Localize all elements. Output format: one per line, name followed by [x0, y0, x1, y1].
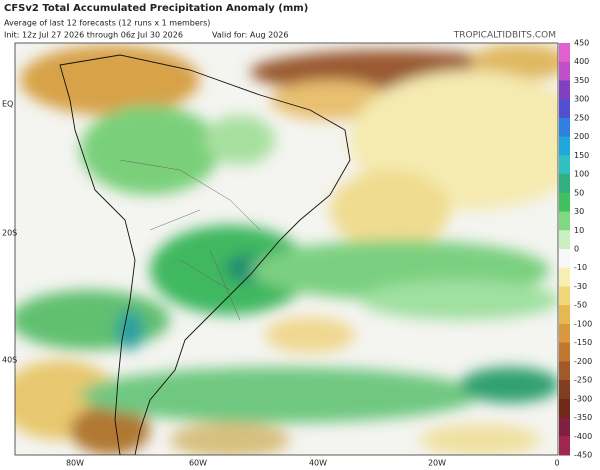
colorbar-swatch [559, 323, 570, 344]
colorbar-swatch [559, 436, 570, 456]
valid-time: Valid for: Aug 2026 [212, 31, 288, 40]
colorbar-swatch [559, 267, 570, 287]
title: CFSv2 Total Accumulated Precipitation An… [4, 3, 308, 14]
colorbar-swatch [559, 305, 570, 325]
colorbar-label: 50 [574, 188, 584, 197]
colorbar-swatch [559, 192, 570, 213]
colorbar-swatch [559, 155, 570, 175]
colorbar-label: 0 [574, 245, 579, 254]
colorbar-label: -250 [574, 376, 592, 385]
colorbar: 4504003503002502001501005030100-10-30-50… [559, 39, 592, 460]
lon-labels: 80W 60W 40W 20W 0 [66, 459, 560, 468]
colorbar-swatch [559, 398, 570, 419]
colorbar-label: 200 [574, 132, 589, 141]
colorbar-label: -50 [574, 301, 587, 310]
colorbar-swatch [559, 117, 570, 138]
colorbar-label: 30 [574, 207, 584, 216]
colorbar-swatch [559, 61, 570, 81]
colorbar-swatch [559, 43, 570, 63]
lon-label: 20W [428, 459, 446, 468]
subtitle: Average of last 12 forecasts (12 runs x … [4, 19, 210, 28]
init-time: Init: 12z Jul 27 2026 through 06z Jul 30… [4, 31, 183, 40]
lat-label: EQ [2, 100, 13, 109]
colorbar-swatch [559, 80, 570, 100]
colorbar-label: -150 [574, 338, 592, 347]
lat-label: 20S [2, 229, 17, 238]
colorbar-label: 450 [574, 39, 589, 48]
colorbar-swatch [559, 342, 570, 362]
colorbar-swatch [559, 361, 570, 381]
source: TROPICALTIDBITS.COM [453, 31, 556, 41]
colorbar-label: -400 [574, 432, 592, 441]
colorbar-label: -10 [574, 263, 587, 272]
lon-label: 0 [554, 459, 559, 468]
colorbar-swatch [559, 211, 570, 231]
colorbar-label: 300 [574, 95, 589, 104]
colorbar-label: -350 [574, 413, 592, 422]
colorbar-swatch [559, 380, 570, 400]
colorbar-label: 150 [574, 151, 589, 160]
colorbar-label: 100 [574, 170, 589, 179]
coastline [59, 54, 351, 455]
lat-labels: EQ 20S 40S [2, 100, 17, 365]
colorbar-label: 250 [574, 113, 589, 122]
colorbar-swatch [559, 230, 570, 250]
lon-label: 80W [66, 459, 84, 468]
colorbar-label: -200 [574, 357, 592, 366]
colorbar-swatch [559, 174, 570, 194]
lat-label: 40S [2, 356, 17, 365]
colorbar-swatch [559, 417, 570, 437]
colorbar-label: -100 [574, 319, 592, 328]
colorbar-label: -300 [574, 394, 592, 403]
colorbar-label: 10 [574, 226, 584, 235]
colorbar-label: -30 [574, 282, 587, 291]
colorbar-label: 350 [574, 76, 589, 85]
colorbar-swatch [559, 249, 570, 269]
map-area [15, 43, 558, 455]
colorbar-label: 400 [574, 57, 589, 66]
colorbar-label: -450 [574, 451, 592, 460]
colorbar-swatch [559, 286, 570, 306]
lon-label: 40W [309, 459, 327, 468]
lon-label: 60W [189, 459, 207, 468]
colorbar-swatch [559, 136, 570, 156]
colorbar-swatch [559, 99, 570, 119]
borders [119, 159, 261, 321]
